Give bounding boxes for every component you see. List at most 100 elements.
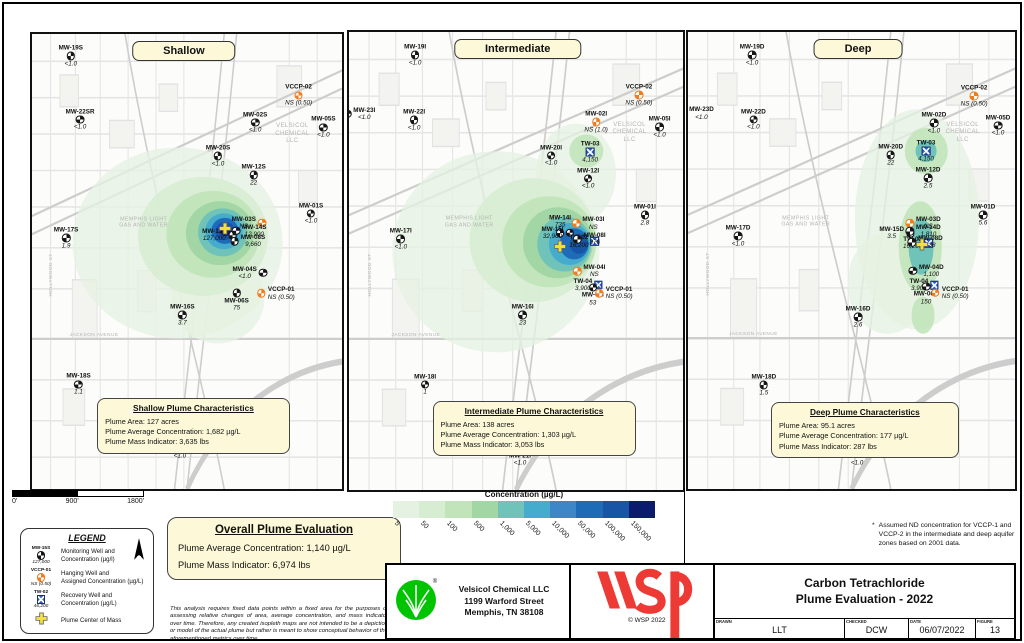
monitoring-well-icon — [583, 174, 593, 183]
well-value: NS (0.50) — [267, 293, 295, 301]
well-label: MW-05S — [311, 115, 336, 123]
well-label: MW-14D — [916, 224, 941, 232]
well-label: MW-05I — [648, 115, 671, 123]
colorbar-tick-label: 5,000 — [524, 520, 542, 538]
colorbar-tick-label: 1,000 — [497, 520, 516, 538]
well-mw-19d: MW-19D <1.0 — [740, 43, 765, 66]
legend-entry: Plume Center of Mass — [25, 612, 149, 630]
well-value: 1.9 — [61, 242, 71, 250]
north-arrow-icon: N — [132, 537, 146, 568]
monitoring-well-icon — [733, 231, 743, 241]
well-label: MW-01I — [633, 203, 656, 211]
figure-title-line1: Carbon Tetrachloride — [804, 575, 925, 590]
hanging-well-icon — [969, 91, 979, 101]
monitoring-well-icon — [230, 236, 239, 246]
well-value: NS — [590, 271, 599, 279]
plume-ring — [912, 297, 935, 334]
monitoring-well-icon — [686, 109, 687, 118]
plume-center-of-mass-icon — [916, 238, 929, 256]
well-value: NS — [239, 222, 249, 230]
well-value: NS (0.50) — [960, 100, 988, 108]
base-map-label: VELSICOL CHEMICAL LLC — [275, 122, 310, 144]
well-label: MW-19D — [739, 43, 765, 51]
well-mw-05i: MW-05I <1.0 — [649, 115, 671, 138]
well-value: 127,000 — [202, 235, 226, 243]
monitoring-well-icon — [978, 210, 988, 220]
well-label: MW-04S — [232, 265, 257, 273]
colorbar-swatch — [550, 501, 577, 518]
well-value: 1,100 — [923, 271, 940, 278]
scale-bar-empty-segment — [78, 491, 143, 496]
base-map-label: VELSICOL CHEMICAL LLC — [945, 121, 980, 143]
well-value: <1.0 — [73, 123, 87, 131]
well-value: <1.0 — [544, 159, 558, 167]
characteristics-line: Plume Mass Indicator: 3,053 lbs — [440, 440, 545, 450]
well-label: MW-22D — [741, 108, 766, 116]
well-value: <1.0 — [317, 131, 330, 139]
well-label: MW-23D — [689, 106, 714, 114]
well-mw-22i: MW-22I <1.0 — [403, 108, 425, 131]
well-value: 376 — [589, 239, 600, 247]
colorbar-swatch — [393, 501, 420, 518]
well-value: <1.0 — [927, 127, 941, 135]
monitoring-well-icon — [573, 234, 582, 244]
colorbar-swatch — [524, 501, 551, 518]
client-address: Velsicol Chemical LLC 1199 Warford Stree… — [439, 584, 569, 620]
well-label: TW-04 — [909, 277, 929, 285]
hanging-well-icon — [257, 218, 267, 228]
well-label: MW-14I — [549, 214, 572, 222]
velsicol-logo-icon: ® — [395, 576, 439, 627]
well-value: 9,660 — [245, 241, 261, 249]
scale-bar-filled-segment — [13, 491, 78, 496]
legend-entry: VCCP-01 NS (0.50) Hanging Well and Assigne… — [25, 568, 149, 587]
well-value: 3,900 — [575, 284, 591, 292]
well-mw-05d: MW-05D <1.0 — [986, 114, 1011, 137]
well-mw-19s: MW-19S <1.0 — [59, 44, 83, 67]
well-mw-12s: MW-12S 22 — [241, 164, 265, 187]
wsp-copyright: © WSP 2022 — [628, 617, 666, 624]
colorbar-swatch — [419, 501, 446, 518]
monitoring-well-icon — [396, 234, 406, 244]
field-checked: CHECKED DCW — [845, 619, 909, 638]
well-mw-18i: MW-18I 1 — [414, 373, 436, 396]
well-value: NS (0.50) — [605, 293, 633, 301]
well-value: 75 — [233, 304, 241, 312]
well-value: 3,900 — [910, 285, 927, 293]
monitoring-well-icon — [907, 237, 916, 247]
well-value: 16,200 — [569, 241, 589, 249]
plume-characteristics-box: Deep Plume Characteristics Plume Area: 95… — [771, 402, 959, 458]
monitoring-well-icon — [258, 268, 268, 278]
legend-entry-text: Plume Center of Mass — [61, 617, 122, 625]
characteristics-line: Plume Mass Indicator: 3,635 lbs — [105, 437, 209, 447]
well-label: VCCP-02 — [625, 83, 653, 91]
scale-label-0: 0' — [12, 498, 18, 505]
colorbar-tick-label: 500 — [471, 520, 485, 534]
field-value: 06/07/2022 — [919, 625, 965, 635]
well-label: MW-02S — [243, 111, 268, 119]
legend-entry: MW-15S 127,000 Monitoring Well and Concent… — [25, 546, 149, 565]
well-value: <1.0 — [745, 59, 759, 67]
well-tw-03: TW-03 4,150 — [917, 139, 936, 162]
colorbar-ticks: 5 50 100 500 1,000 5,000 10,000 50,000 100,000 15… — [393, 518, 655, 550]
well-value: 738 — [925, 242, 936, 250]
hanging-well-icon — [257, 289, 266, 298]
hanging-well-icon — [572, 266, 582, 276]
plume-center-of-mass-icon — [554, 240, 567, 258]
monitoring-well-icon — [249, 170, 258, 180]
base-map-label: JACKSON AVENUE — [69, 332, 119, 338]
characteristics-title: Shallow Plume Characteristics — [133, 403, 254, 413]
well-value: 2.8 — [640, 219, 650, 227]
field-figure: FIGURE 13 — [976, 619, 1014, 638]
characteristics-line: Plume Area: 138 acres — [440, 419, 515, 429]
legend-entry-text: Hanging Well and Assigned Concentration … — [61, 570, 144, 585]
well-value: 22 — [250, 179, 258, 187]
well-mw-02d: MW-02D <1.0 — [922, 111, 947, 134]
well-value: 1 — [423, 388, 427, 396]
well-label: MW-03I — [582, 216, 605, 224]
well-mw-22sr: MW-22SR <1.0 — [66, 108, 95, 131]
well-vccp-01: VCCP-01 NS (0.50) — [257, 286, 295, 301]
monitoring-well-icon — [75, 115, 85, 124]
base-map-label: HOLLYWOOD ST — [706, 252, 712, 296]
well-vccp-01: VCCP-01 NS (0.50) — [931, 286, 969, 300]
